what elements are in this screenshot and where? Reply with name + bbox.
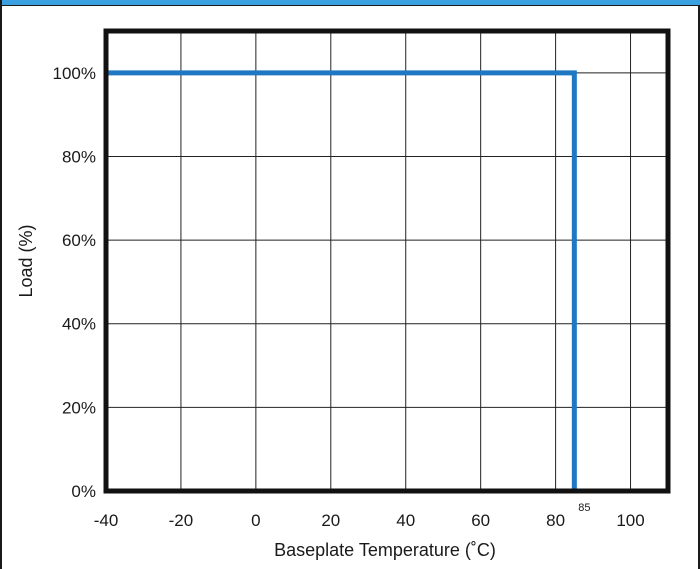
annotation-label: 85 bbox=[578, 502, 590, 514]
x-tick-label: 80 bbox=[546, 511, 565, 530]
y-tick-label: 80% bbox=[62, 147, 96, 166]
series-layer bbox=[106, 70, 577, 491]
plot-area-border bbox=[103, 28, 671, 494]
x-tick-label: 20 bbox=[321, 511, 340, 530]
y-tick-label: 0% bbox=[71, 482, 96, 501]
x-tick-label: -20 bbox=[169, 511, 194, 530]
x-tick-label: -40 bbox=[94, 511, 119, 530]
series-line-0 bbox=[106, 70, 577, 491]
annotations: 85 bbox=[578, 502, 590, 514]
x-tick-label: 100 bbox=[616, 511, 644, 530]
header-bar bbox=[2, 0, 700, 6]
y-axis-title: Load (%) bbox=[16, 224, 36, 297]
x-axis-title: Baseplate Temperature (˚C) bbox=[274, 540, 496, 560]
y-tick-label: 60% bbox=[62, 231, 96, 250]
y-tick-labels: 0% 20% 40% 60% 80% 100% bbox=[53, 64, 96, 501]
x-tick-label: 60 bbox=[471, 511, 490, 530]
y-tick-label: 100% bbox=[53, 64, 96, 83]
grid-lines bbox=[106, 31, 668, 491]
x-tick-label: 40 bbox=[396, 511, 415, 530]
y-tick-label: 40% bbox=[62, 315, 96, 334]
y-tick-label: 20% bbox=[62, 398, 96, 417]
x-tick-label: 0 bbox=[251, 511, 260, 530]
x-tick-labels: -40 -20 0 20 40 60 80 100 bbox=[94, 511, 645, 530]
